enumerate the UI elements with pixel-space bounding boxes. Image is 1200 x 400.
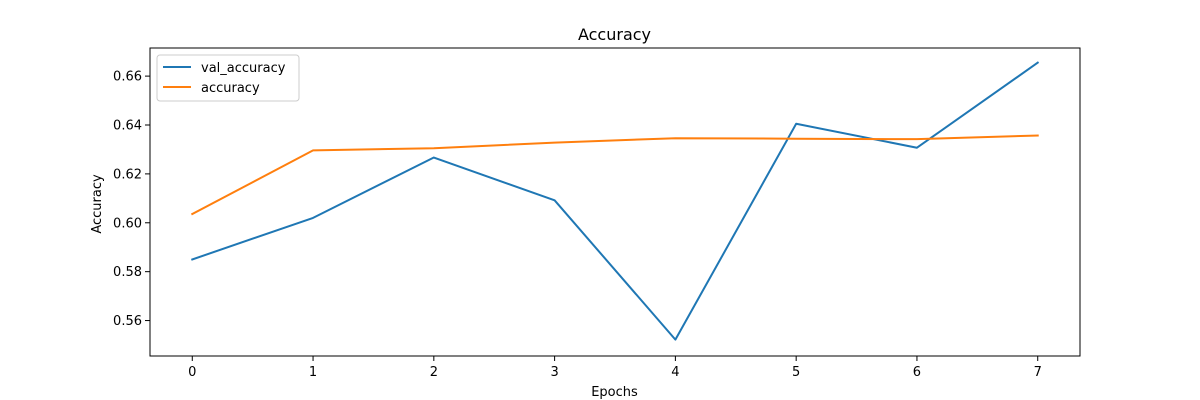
- x-tick-label: 1: [309, 365, 317, 380]
- y-tick-label: 0.58: [113, 265, 142, 280]
- y-tick-label: 0.56: [113, 314, 142, 329]
- series-line-accuracy: [190, 134, 1039, 216]
- chart-title: Accuracy: [578, 25, 651, 44]
- series-line-val-accuracy: [190, 61, 1040, 341]
- y-tick-label: 0.60: [113, 216, 142, 231]
- x-tick-label: 2: [430, 365, 438, 380]
- y-tick-label: 0.64: [113, 119, 142, 134]
- x-tick-label: 5: [792, 365, 800, 380]
- x-tick-label: 0: [188, 365, 196, 380]
- plot-frame: [149, 47, 1081, 357]
- x-tick-label: 3: [550, 365, 558, 380]
- x-tick-label: 7: [1034, 365, 1042, 380]
- x-axis-label: Epochs: [591, 385, 638, 400]
- legend-label: accuracy: [201, 81, 260, 96]
- y-axis-label: Accuracy: [90, 174, 105, 234]
- legend-box: [156, 54, 300, 102]
- legend-label: val_accuracy: [201, 61, 286, 76]
- x-tick-label: 6: [913, 365, 921, 380]
- y-tick-label: 0.62: [113, 167, 142, 182]
- x-tick-label: 4: [671, 365, 679, 380]
- y-tick-label: 0.66: [113, 70, 142, 85]
